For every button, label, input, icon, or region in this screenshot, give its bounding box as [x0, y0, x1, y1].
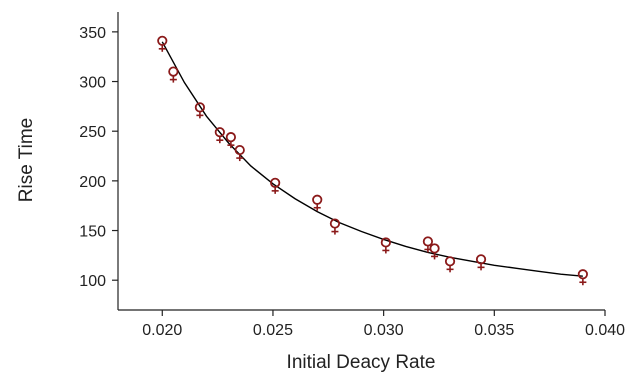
- x-tick-label: 0.025: [253, 322, 293, 339]
- y-tick-label: 250: [79, 124, 106, 141]
- y-axis-label: Rise Time: [16, 118, 37, 202]
- data-point: [329, 218, 341, 235]
- x-tick-label: 0.030: [364, 322, 404, 339]
- data-point: [157, 35, 168, 52]
- data-point: [380, 237, 391, 254]
- data-point: [214, 127, 225, 144]
- data-point-circle: [444, 256, 456, 267]
- data-point: [475, 254, 487, 271]
- data-point-circle: [577, 269, 588, 280]
- y-tick-label: 150: [79, 224, 106, 241]
- data-point: [577, 269, 588, 286]
- data-point: [270, 177, 281, 194]
- data-point: [444, 256, 456, 273]
- y-tick-label: 100: [79, 273, 106, 290]
- x-axis-label: Initial Deacy Rate: [287, 352, 436, 373]
- fit-curve-line: [161, 41, 583, 277]
- data-point: [312, 194, 323, 211]
- y-tick-label: 300: [79, 75, 106, 92]
- x-tick-label: 0.020: [142, 322, 182, 339]
- data-point: [168, 66, 179, 83]
- data-point: [225, 132, 236, 149]
- y-tick-label: 350: [79, 25, 106, 42]
- data-point: [429, 243, 440, 260]
- x-tick-label: 0.040: [585, 322, 625, 339]
- data-point: [194, 102, 206, 119]
- x-tick-label: 0.035: [474, 322, 514, 339]
- y-tick-label: 200: [79, 174, 106, 191]
- data-point: [234, 144, 245, 162]
